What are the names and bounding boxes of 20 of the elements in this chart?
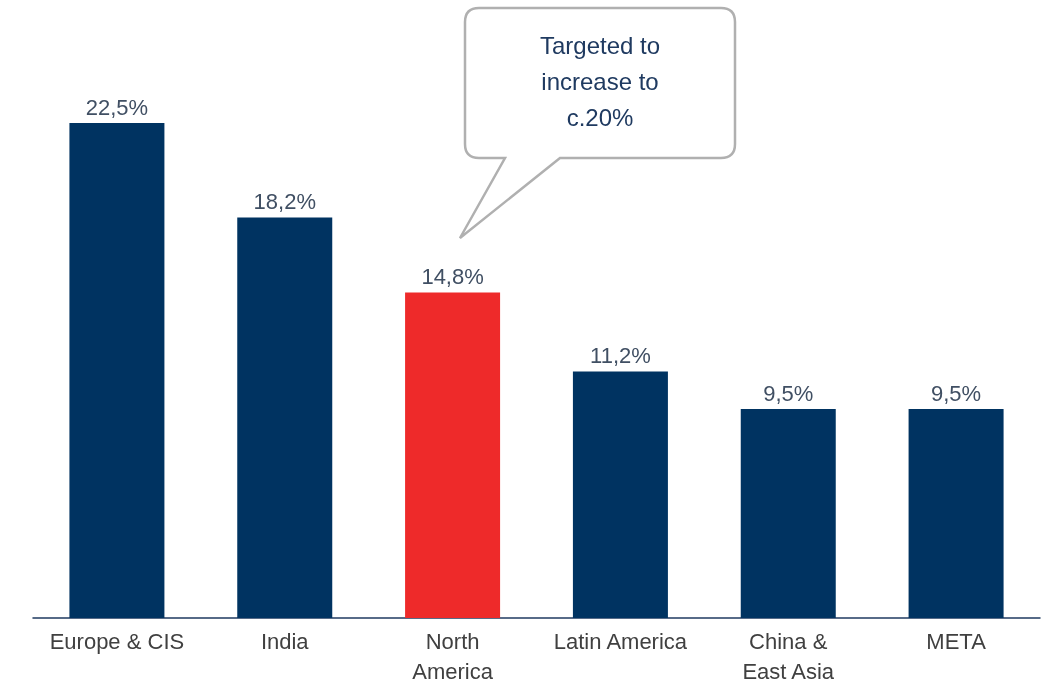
data-label: 14,8% [421, 263, 484, 289]
bar [572, 371, 668, 618]
x-tick-label: India [260, 628, 310, 654]
bar [908, 409, 1004, 618]
bar [740, 409, 836, 618]
data-label: 9,5% [931, 380, 982, 406]
x-tick-label: North America [412, 628, 494, 684]
bar [405, 292, 501, 618]
annotation: Targeted to increase to c.20% [538, 31, 662, 133]
x-tick-label: Europe & CIS [49, 628, 185, 654]
data-label: 22,5% [85, 94, 149, 120]
x-tick-label: META [926, 628, 987, 654]
data-label: 18,2% [253, 189, 316, 215]
data-label: 11,2% [590, 343, 651, 369]
bar [237, 217, 333, 618]
x-tick-label: China & East Asia [742, 628, 835, 684]
data-label: 9,5% [763, 380, 814, 406]
bar [69, 123, 165, 618]
x-tick-label: Latin America [553, 628, 688, 654]
speech-bubble: Targeted to increase to c.20% [458, 6, 739, 240]
